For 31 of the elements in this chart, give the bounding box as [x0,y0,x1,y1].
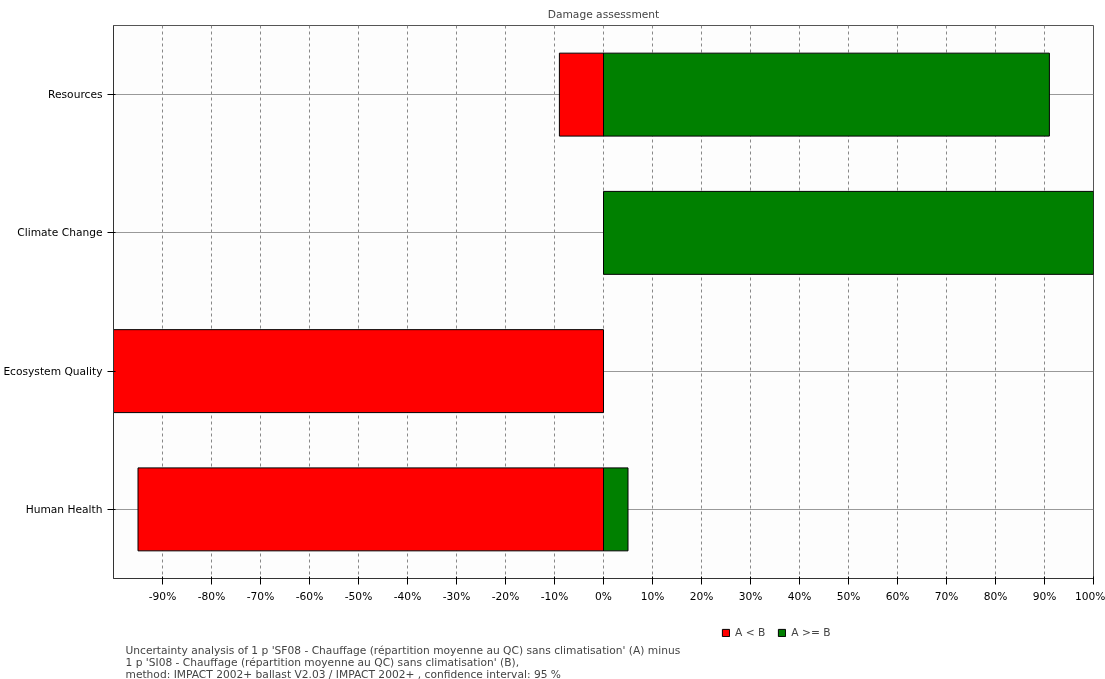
text: 1 p 'SI08 - Chauffage (répartition moyenne au QC) sans climatisation' (B), [125,656,520,669]
y-tick-label: Climate Change [17,226,103,240]
x-tick-label: 60% [885,589,910,603]
x-tick-label: 90% [1032,589,1057,603]
y-tick-label: Human Health [25,502,103,516]
x-tick-label: -90% [148,589,177,603]
y-tick-label: Resources [48,88,103,102]
x-tick-label: -10% [540,589,569,603]
x-tick-label: 80% [983,589,1008,603]
x-tick-label: 10% [640,589,665,603]
x-tick-label: 50% [836,589,861,603]
x-tick-label: 100% [1075,589,1105,603]
legend-label: A < B [735,626,766,639]
text: method: IMPACT 2002+ ballast V2.03 / IMPACT 2002+ , confidence interval: 95 % [125,668,561,679]
x-tick-label: 30% [738,589,763,603]
x-tick-label: 40% [787,589,812,603]
bar [603,190,1094,275]
x-tick-label: 70% [934,589,959,603]
y-tick-label: Ecosystem Quality [3,364,103,378]
x-tick-label: 0% [595,589,612,603]
x-tick-label: -40% [393,589,422,603]
x-tick-label: -80% [197,589,226,603]
x-tick-label: 20% [689,589,714,603]
legend-label: A >= B [791,626,831,639]
chart-title: Damage assessment [547,7,660,21]
text: Uncertainty analysis of 1 p 'SF08 - Chauffage (répartition moyenne au QC) sans climatisation' (A) minus [125,644,681,657]
x-tick-label: -70% [246,589,275,603]
x-tick-label: -30% [442,589,471,603]
x-tick-label: -60% [295,589,324,603]
x-tick-label: -50% [344,589,373,603]
x-tick-label: -20% [491,589,520,603]
